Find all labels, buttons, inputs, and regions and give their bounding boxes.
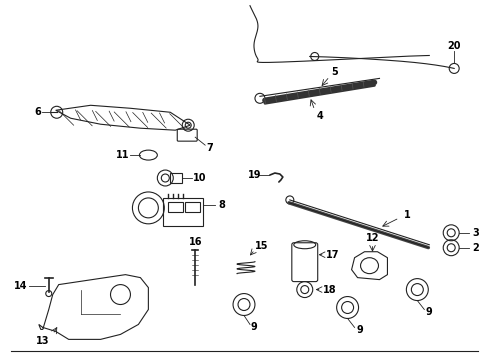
Text: 7: 7 (206, 143, 213, 153)
Text: 6: 6 (34, 107, 41, 117)
Text: 15: 15 (255, 241, 268, 251)
Text: 5: 5 (330, 67, 337, 77)
Text: 17: 17 (325, 250, 339, 260)
Text: 3: 3 (472, 228, 479, 238)
Text: 18: 18 (322, 284, 336, 294)
Text: 8: 8 (218, 200, 225, 210)
Text: 1: 1 (403, 210, 410, 220)
Text: 9: 9 (250, 323, 257, 332)
Text: 9: 9 (425, 307, 432, 318)
Text: 11: 11 (116, 150, 129, 160)
Text: 20: 20 (447, 41, 460, 50)
Text: 12: 12 (365, 233, 379, 243)
Text: 9: 9 (355, 325, 362, 336)
Text: 2: 2 (472, 243, 479, 253)
Text: 14: 14 (14, 280, 27, 291)
Text: 16: 16 (188, 237, 202, 247)
Text: 4: 4 (316, 111, 323, 121)
Text: 19: 19 (248, 170, 261, 180)
Text: 10: 10 (193, 173, 206, 183)
Text: 13: 13 (36, 336, 49, 346)
